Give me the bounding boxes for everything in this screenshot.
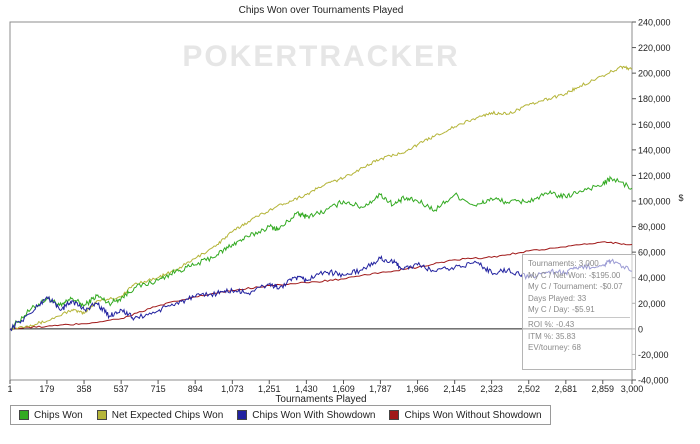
tooltip-tournaments: Tournaments: 3,000 (528, 259, 599, 268)
y-tick-label: 40,000 (638, 273, 666, 283)
x-tick-label: 1,073 (221, 384, 244, 394)
legend-swatch-net-expected (96, 410, 107, 420)
y-axis-label: $ (678, 193, 683, 203)
tooltip-per-day: My C / Day: -$5.91 (528, 305, 595, 315)
legend-swatch-with-showdown (237, 410, 248, 420)
y-tick-label: -20,000 (638, 350, 669, 360)
legend-label-chips-won: Chips Won (34, 409, 83, 421)
x-tick-label: 1,787 (369, 384, 392, 394)
legend-swatch-without-showdown (389, 410, 400, 420)
x-tick-label: 1,966 (406, 384, 429, 394)
x-tick-label: 3,000 (621, 384, 644, 394)
x-tick-label: 179 (39, 384, 54, 394)
watermark-logo: POKERTRACKER (182, 40, 459, 73)
series-line-net-expected-chips-won (9, 65, 633, 331)
y-tick-label: 20,000 (638, 299, 666, 309)
x-tick-label: 2,681 (555, 384, 578, 394)
legend-swatch-chips-won (19, 410, 29, 420)
x-tick-label: 1,251 (258, 384, 281, 394)
x-tick-label: 2,502 (517, 384, 540, 394)
y-tick-label: 240,000 (638, 18, 671, 28)
tooltip-divider (528, 316, 630, 318)
y-tick-label: 200,000 (638, 69, 671, 79)
legend-label-without-showdown: Chips Won Without Showdown (404, 409, 542, 421)
x-tick-label: 1,430 (295, 384, 318, 394)
chart-title: Chips Won over Tournaments Played (239, 5, 404, 16)
y-tick-label: 0 (638, 324, 643, 334)
tooltip-net-won: My C / Net Won: -$195.00 (528, 270, 621, 280)
x-tick-label: 2,323 (480, 384, 503, 394)
x-tick-label: 537 (114, 384, 129, 394)
y-tick-label: 120,000 (638, 171, 671, 181)
y-tick-label: 160,000 (638, 120, 671, 130)
y-tick-label: 180,000 (638, 94, 671, 104)
x-tick-label: 2,859 (591, 384, 614, 394)
y-tick-label: 220,000 (638, 43, 671, 53)
y-tick-label: 80,000 (638, 222, 666, 232)
x-tick-label: 715 (151, 384, 166, 394)
series-line-chips-won-without-showdown (9, 241, 633, 331)
x-tick-label: 2,145 (443, 384, 466, 394)
legend-item-with-showdown[interactable]: Chips Won With Showdown (237, 410, 375, 421)
legend-item-chips-won[interactable]: Chips Won (19, 410, 83, 421)
x-tick-label: 894 (188, 384, 203, 394)
x-tick-label: 1,609 (332, 384, 355, 394)
legend-item-without-showdown[interactable]: Chips Won Without Showdown (389, 409, 542, 421)
tooltip-roi: ROI %: -0.43 (528, 319, 575, 329)
x-axis-label: Tournaments Played (275, 394, 366, 405)
tooltip-ev: EV/tourney: 68 (528, 343, 581, 353)
y-tick-label: 100,000 (638, 197, 671, 207)
chart-legend: Chips Won Net Expected Chips Won Chips W… (10, 405, 551, 425)
y-tick-label: 60,000 (638, 248, 666, 258)
y-tick-label: -40,000 (638, 376, 669, 386)
x-tick-label: 1 (7, 384, 12, 394)
legend-label-net-expected: Net Expected Chips Won (111, 409, 224, 421)
legend-item-net-expected[interactable]: Net Expected Chips Won (96, 409, 224, 421)
legend-label-with-showdown: Chips Won With Showdown (252, 409, 376, 421)
tooltip-per-tournament: My C / Tournament: -$0.07 (528, 282, 623, 292)
series-line-chips-won-with-showdown (9, 255, 633, 332)
stats-tooltip: Tournaments: 3,000 My C / Net Won: -$195… (522, 254, 636, 370)
tooltip-days-played: Days Played: 33 (528, 293, 587, 303)
series-line-chips-won (9, 175, 633, 331)
x-tick-label: 358 (77, 384, 92, 394)
y-tick-label: 140,000 (638, 145, 671, 155)
tooltip-itm: ITM %: 35.83 (528, 331, 576, 341)
